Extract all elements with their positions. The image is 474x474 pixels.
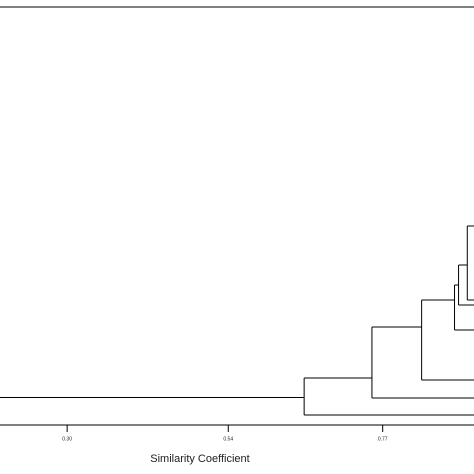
x-tick-label: 0.77 <box>378 436 388 442</box>
x-tick-label: 0.30 <box>62 436 72 442</box>
x-tick-label: 0.54 <box>223 436 233 442</box>
x-axis-label: Similarity Coefficient <box>150 453 249 465</box>
